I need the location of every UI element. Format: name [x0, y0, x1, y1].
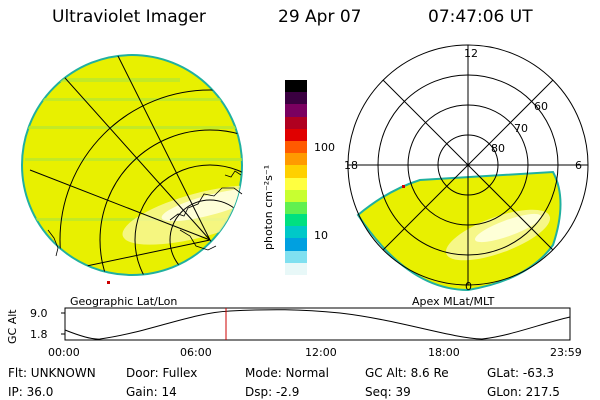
apex-grid — [347, 44, 589, 286]
info-dsp: Dsp: -2.9 — [245, 385, 300, 399]
mlt-label-0: 0 — [465, 280, 472, 293]
colorbar-band — [285, 189, 307, 202]
colorbar-band — [285, 226, 307, 239]
info-flt: Flt: UNKNOWN — [8, 366, 96, 380]
mlat-label-80: 80 — [491, 142, 505, 155]
apex-panel-label: Apex MLat/MLT — [412, 295, 495, 308]
info-gcalt: GC Alt: 8.6 Re — [365, 366, 449, 380]
apex-image — [356, 170, 562, 292]
colorbar-band — [285, 128, 307, 141]
alt-ytick-1.8: 1.8 — [30, 328, 48, 341]
colorbar-tick-10: 10 — [314, 229, 328, 242]
info-glat: GLat: -63.3 — [487, 366, 554, 380]
apex-polar-panel: 12 18 6 0 60 70 80 — [344, 44, 589, 293]
colorbar-band — [285, 177, 307, 190]
colorbar-band — [285, 104, 307, 117]
alt-xtick-0600: 06:00 — [180, 346, 212, 359]
info-mode: Mode: Normal — [245, 366, 329, 380]
mlat-label-60: 60 — [534, 100, 548, 113]
colorbar-band — [285, 214, 307, 227]
colorbar-band — [285, 262, 307, 275]
colorbar-band — [285, 201, 307, 215]
colorbar-band — [285, 80, 307, 93]
geographic-image-panel — [21, 54, 243, 284]
colorbar-band — [285, 238, 307, 251]
date-label: 29 Apr 07 — [278, 7, 362, 27]
info-door: Door: Fullex — [126, 366, 198, 380]
info-seq: Seq: 39 — [365, 385, 411, 399]
colorbar-band — [285, 153, 307, 166]
mlat-label-70: 70 — [514, 122, 528, 135]
geo-panel-label: Geographic Lat/Lon — [70, 295, 178, 308]
colorbar-band — [285, 140, 307, 154]
app-title: Ultraviolet Imager — [52, 7, 206, 27]
altitude-plot: 9.0 1.8 GC Alt 00:00 06:00 12:00 18:00 2… — [6, 307, 582, 359]
altitude-plot-frame — [64, 307, 571, 341]
alt-xtick-1800: 18:00 — [428, 346, 460, 359]
alt-ylabel: GC Alt — [6, 309, 19, 344]
colorbar-band — [285, 165, 307, 178]
mlt-label-6: 6 — [575, 159, 582, 172]
info-glon: GLon: 217.5 — [487, 385, 560, 399]
alt-xtick-1200: 12:00 — [305, 346, 337, 359]
colorbar — [285, 80, 307, 275]
sat-marker — [107, 281, 110, 284]
alt-ytick-9: 9.0 — [30, 307, 48, 320]
colorbar-tick-100: 100 — [314, 141, 335, 154]
time-label: 07:47:06 UT — [428, 7, 533, 27]
alt-xtick-2359: 23:59 — [550, 346, 582, 359]
altitude-curve — [64, 309, 571, 340]
mlt-label-18: 18 — [344, 159, 358, 172]
colorbar-unit-label: photon cm⁻²s⁻¹ — [262, 164, 275, 250]
mlt-label-12: 12 — [464, 47, 478, 60]
colorbar-band — [285, 250, 307, 263]
apex-sat-marker — [402, 185, 405, 188]
alt-xtick-0000: 00:00 — [48, 346, 80, 359]
info-gain: Gain: 14 — [126, 385, 177, 399]
info-ip: IP: 36.0 — [8, 385, 54, 399]
coastlines — [47, 170, 243, 257]
colorbar-band — [285, 92, 307, 105]
colorbar-band — [285, 116, 307, 129]
